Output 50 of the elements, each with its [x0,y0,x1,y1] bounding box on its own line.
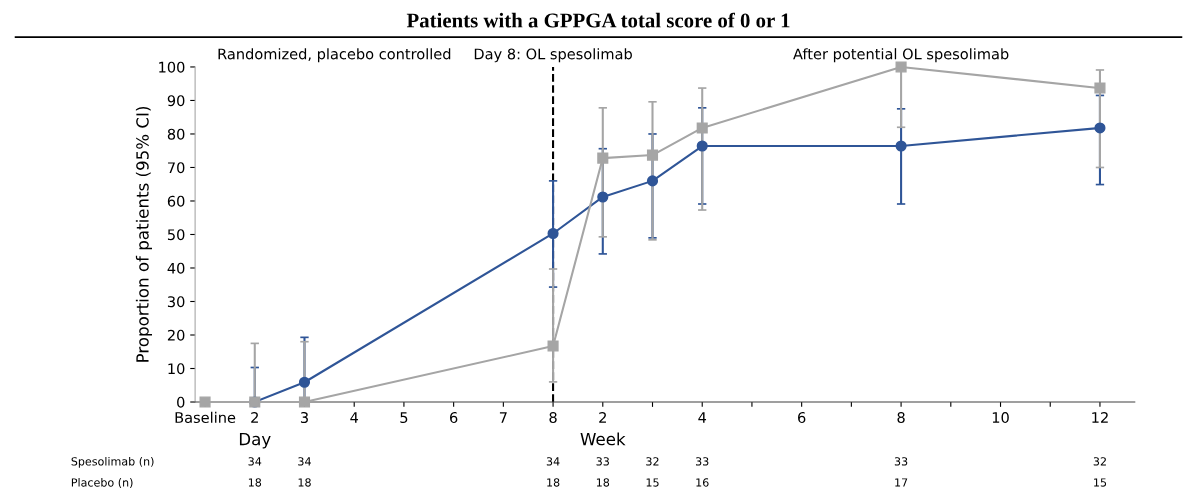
x-tick-label: 8 [897,411,905,424]
text: 15 [1094,478,1107,487]
y-tick-label: 60 [167,195,185,207]
text: Randomized, placebo controlled [218,48,451,63]
x-tick-label: 7 [499,412,507,423]
x-tick-label: 8 [549,411,557,424]
text: 16 [696,478,709,487]
text: 34 [248,457,262,466]
text: Day [239,432,271,449]
text: 18 [298,478,311,487]
y-tick-label: 80 [167,128,185,140]
y-tick-label: 100 [159,61,185,73]
y-tick-label: 50 [167,229,185,241]
text: 32 [1093,457,1106,466]
text: 18 [596,478,610,487]
text: 15 [646,478,659,487]
y-tick-label: 20 [167,329,185,341]
x-tick-label: 5 [400,412,408,424]
x-tick-label: Baseline [175,411,236,424]
x-tick-label: 3 [300,411,308,424]
text: 33 [696,457,709,466]
text: Day 8: OL spesolimab [474,48,632,63]
text: 18 [248,478,262,487]
text: After potential OL spesolimab [793,48,1009,63]
x-tick-label: 6 [798,411,806,424]
y-tick-label: 90 [167,95,185,107]
text: 18 [547,478,560,487]
y-tick-label: 10 [168,363,185,375]
x-tick-label: 10 [992,411,1009,424]
y-axis-title: Proportion of patients (95% CI) [135,107,152,362]
x-tick-label: 2 [599,411,606,423]
x-tick-label: 2 [251,411,258,423]
x-tick-label: 12 [1092,411,1108,423]
text: 33 [596,457,609,466]
text: Spesolimab (n) [71,456,154,468]
text: 33 [894,457,908,466]
text: 32 [646,457,659,466]
text: 17 [895,478,908,487]
x-tick-label: 4 [350,412,359,423]
text: Placebo (n) [71,478,133,488]
chart-title: Patients with a GPPGA total score of 0 or 1 [406,12,790,28]
y-tick-label: 0 [177,396,185,408]
text: 34 [546,457,560,466]
y-tick-label: 30 [167,296,185,308]
x-tick-label: 6 [450,411,458,424]
y-tick-label: 70 [168,162,185,174]
y-tick-label: 40 [167,262,185,274]
text: 34 [298,457,311,466]
text: Week [580,432,626,446]
x-tick-label: 4 [698,412,707,423]
